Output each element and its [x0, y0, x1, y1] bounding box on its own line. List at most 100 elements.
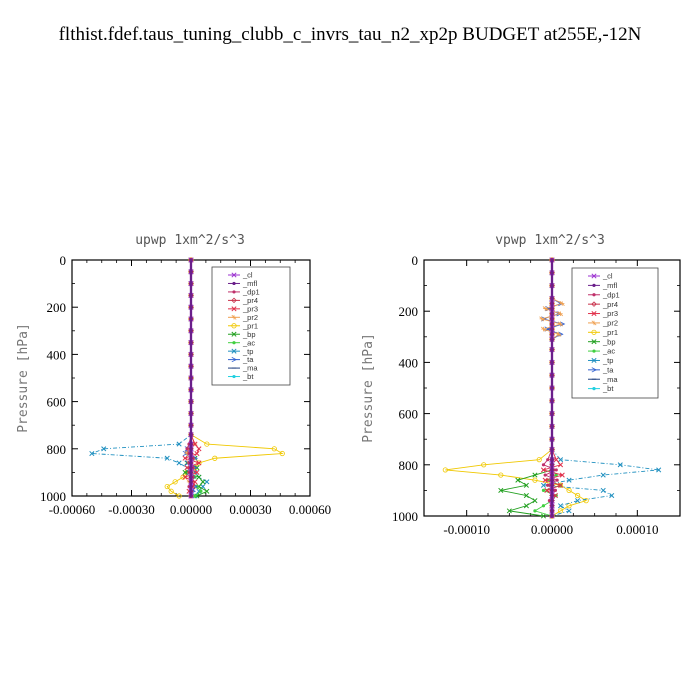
vpwp-legend-marker	[591, 273, 597, 279]
vpwp-point-dp1	[546, 483, 550, 487]
vpwp-legend-marker	[592, 349, 596, 353]
upwp-point-mfl	[189, 451, 193, 456]
vpwp-legend-marker	[591, 301, 597, 307]
vpwp-point-tp	[600, 472, 606, 478]
upwp-legend-label: _pr3	[242, 304, 258, 313]
vpwp-point-pr2	[539, 316, 545, 322]
upwp-point-pr3	[194, 450, 200, 457]
upwp-point-tp	[176, 441, 182, 447]
upwp-legend-marker	[231, 272, 237, 278]
upwp-panel-title: upwp 1xm^2/s^3	[135, 233, 245, 248]
vpwp-point-mfl	[550, 296, 554, 300]
upwp-point-mfl	[189, 494, 193, 498]
upwp-panel: upwp 1xm^2/s^3 Pressure [hPa] -0.00060 -0…	[16, 233, 331, 517]
vpwp-point-bp	[523, 503, 529, 509]
vpwp-legend-item: _dp1	[588, 290, 620, 299]
upwp-series-mfl	[189, 258, 193, 498]
upwp-legend-item: _bp	[228, 330, 256, 339]
vpwp-x-tick-label: 0.00000	[531, 522, 573, 537]
vpwp-point-pr2	[558, 321, 564, 327]
upwp-point-pr3	[182, 455, 188, 461]
vpwp-y-tick-label: 800	[399, 458, 419, 473]
upwp-legend-label: _pr2	[242, 313, 258, 322]
vpwp-legend-label: _pr3	[602, 309, 618, 318]
vpwp-point-pr1	[498, 472, 504, 478]
vpwp-legend-label: _dp1	[602, 290, 620, 299]
vpwp-legend-item: _bp	[588, 337, 616, 346]
upwp-legend-marker	[232, 374, 236, 379]
upwp-point-mfl	[189, 447, 193, 451]
vpwp-point-dp1	[541, 463, 546, 467]
upwp-point-mfl	[189, 461, 193, 465]
vpwp-point-mfl	[550, 488, 554, 492]
upwp-point-pr1	[279, 450, 285, 457]
vpwp-point-mfl	[550, 386, 554, 390]
upwp-x-tick-label: -0.00030	[108, 502, 155, 517]
upwp-y-tick-label: 1000	[40, 489, 66, 504]
vpwp-x-tick-label: -0.00010	[443, 522, 490, 537]
vpwp-point-mfl	[550, 301, 554, 306]
vpwp-legend-label: _pr1	[602, 328, 618, 337]
vpwp-point-pr1	[481, 462, 487, 468]
upwp-point-pr1	[176, 493, 182, 499]
vpwp-point-tp	[540, 482, 547, 488]
vpwp-point-mfl	[550, 348, 554, 352]
vpwp-point-tp	[609, 492, 615, 499]
vpwp-point-dp1	[553, 488, 558, 492]
vpwp-point-mfl	[550, 493, 554, 498]
vpwp-legend-item: _mfl	[588, 281, 618, 290]
vpwp-point-pr1	[557, 482, 564, 488]
upwp-legend-marker	[231, 331, 237, 337]
upwp-point-mfl	[189, 376, 193, 380]
vpwp-line-ac	[533, 260, 562, 517]
vpwp-line-bp	[500, 260, 553, 517]
upwp-point-mfl	[189, 270, 193, 274]
vpwp-point-mfl	[550, 478, 554, 482]
upwp-x-tick-label: -0.00060	[49, 502, 96, 517]
upwp-point-pr1	[271, 446, 277, 452]
vpwp-legend-label: _pr2	[602, 319, 618, 328]
upwp-legend-item: _ma	[228, 364, 258, 373]
vpwp-point-mfl	[550, 437, 554, 441]
vpwp-point-mfl	[550, 327, 554, 331]
upwp-legend-label: _pr4	[242, 296, 258, 305]
vpwp-point-mfl	[550, 284, 554, 288]
vpwp-point-mfl	[550, 322, 554, 326]
vpwp-point-mfl	[550, 399, 554, 403]
upwp-point-pr3	[196, 446, 202, 452]
upwp-point-mfl	[189, 282, 193, 286]
upwp-point-mfl	[189, 400, 193, 404]
vpwp-point-pr3	[542, 477, 548, 483]
vpwp-legend-label: _bt	[602, 384, 614, 393]
upwp-legend-item: _tp	[228, 347, 253, 356]
vpwp-point-pr1	[574, 492, 581, 499]
vpwp-point-pr1	[532, 477, 538, 483]
vpwp-legend-label: _cl	[602, 272, 613, 281]
vpwp-point-mfl	[550, 504, 554, 508]
vpwp-line-pr1	[445, 260, 588, 517]
vpwp-point-ac	[554, 493, 558, 498]
upwp-point-mfl	[189, 364, 193, 368]
vpwp-legend-marker	[592, 283, 596, 287]
vpwp-legend-marker	[592, 293, 596, 297]
upwp-point-mfl	[189, 305, 193, 309]
upwp-point-pr4	[188, 493, 194, 499]
upwp-legend-marker	[231, 323, 237, 329]
upwp-legend-marker	[231, 357, 238, 363]
vpwp-point-tp	[656, 467, 662, 473]
vpwp-point-mfl	[550, 412, 554, 416]
upwp-legend-label: _mfl	[242, 279, 258, 288]
upwp-point-mfl	[189, 317, 193, 321]
vpwp-point-pr3	[559, 472, 565, 478]
upwp-legend-item: _pr4	[228, 296, 258, 305]
vpwp-point-bp	[523, 492, 529, 499]
vpwp-point-bp	[523, 482, 529, 488]
upwp-point-mfl	[189, 258, 193, 262]
vpwp-legend-marker	[591, 320, 597, 326]
upwp-legend-label: _ac	[242, 338, 255, 347]
upwp-y-tick-label: 400	[47, 347, 67, 362]
upwp-plot-area: -0.00060 -0.00030 0.00000 0.00030 0.00060 0 20…	[40, 253, 331, 517]
vpwp-point-mfl	[550, 509, 554, 513]
upwp-point-tp	[101, 446, 107, 452]
vpwp-legend-item: _ma	[588, 375, 618, 384]
